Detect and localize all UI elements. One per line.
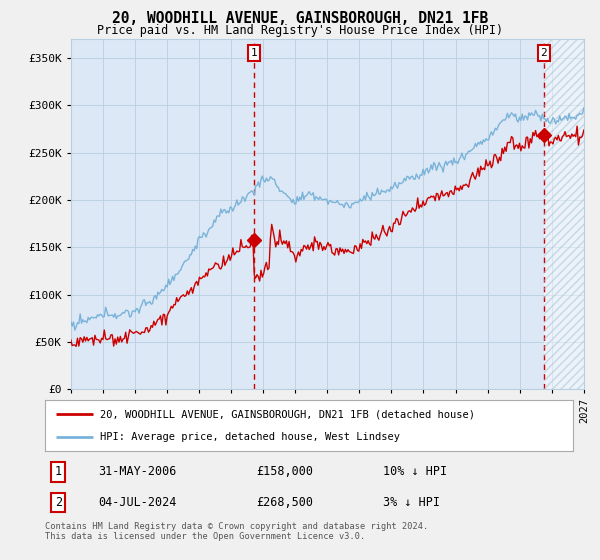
Text: £268,500: £268,500 bbox=[256, 496, 313, 509]
Text: 1: 1 bbox=[251, 48, 257, 58]
Text: 20, WOODHILL AVENUE, GAINSBOROUGH, DN21 1FB (detached house): 20, WOODHILL AVENUE, GAINSBOROUGH, DN21 … bbox=[100, 409, 475, 419]
Text: 31-MAY-2006: 31-MAY-2006 bbox=[98, 465, 176, 478]
Text: 04-JUL-2024: 04-JUL-2024 bbox=[98, 496, 176, 509]
Text: 1: 1 bbox=[55, 465, 62, 478]
Text: 2: 2 bbox=[541, 48, 547, 58]
Bar bbox=[544, 39, 584, 389]
Bar bbox=[544, 39, 584, 389]
Text: 3% ↓ HPI: 3% ↓ HPI bbox=[383, 496, 440, 509]
Text: Price paid vs. HM Land Registry's House Price Index (HPI): Price paid vs. HM Land Registry's House … bbox=[97, 24, 503, 36]
Text: Contains HM Land Registry data © Crown copyright and database right 2024.
This d: Contains HM Land Registry data © Crown c… bbox=[45, 522, 428, 542]
Text: 10% ↓ HPI: 10% ↓ HPI bbox=[383, 465, 447, 478]
Text: HPI: Average price, detached house, West Lindsey: HPI: Average price, detached house, West… bbox=[100, 432, 400, 442]
Text: 20, WOODHILL AVENUE, GAINSBOROUGH, DN21 1FB: 20, WOODHILL AVENUE, GAINSBOROUGH, DN21 … bbox=[112, 11, 488, 26]
Text: 2: 2 bbox=[55, 496, 62, 509]
Text: £158,000: £158,000 bbox=[256, 465, 313, 478]
